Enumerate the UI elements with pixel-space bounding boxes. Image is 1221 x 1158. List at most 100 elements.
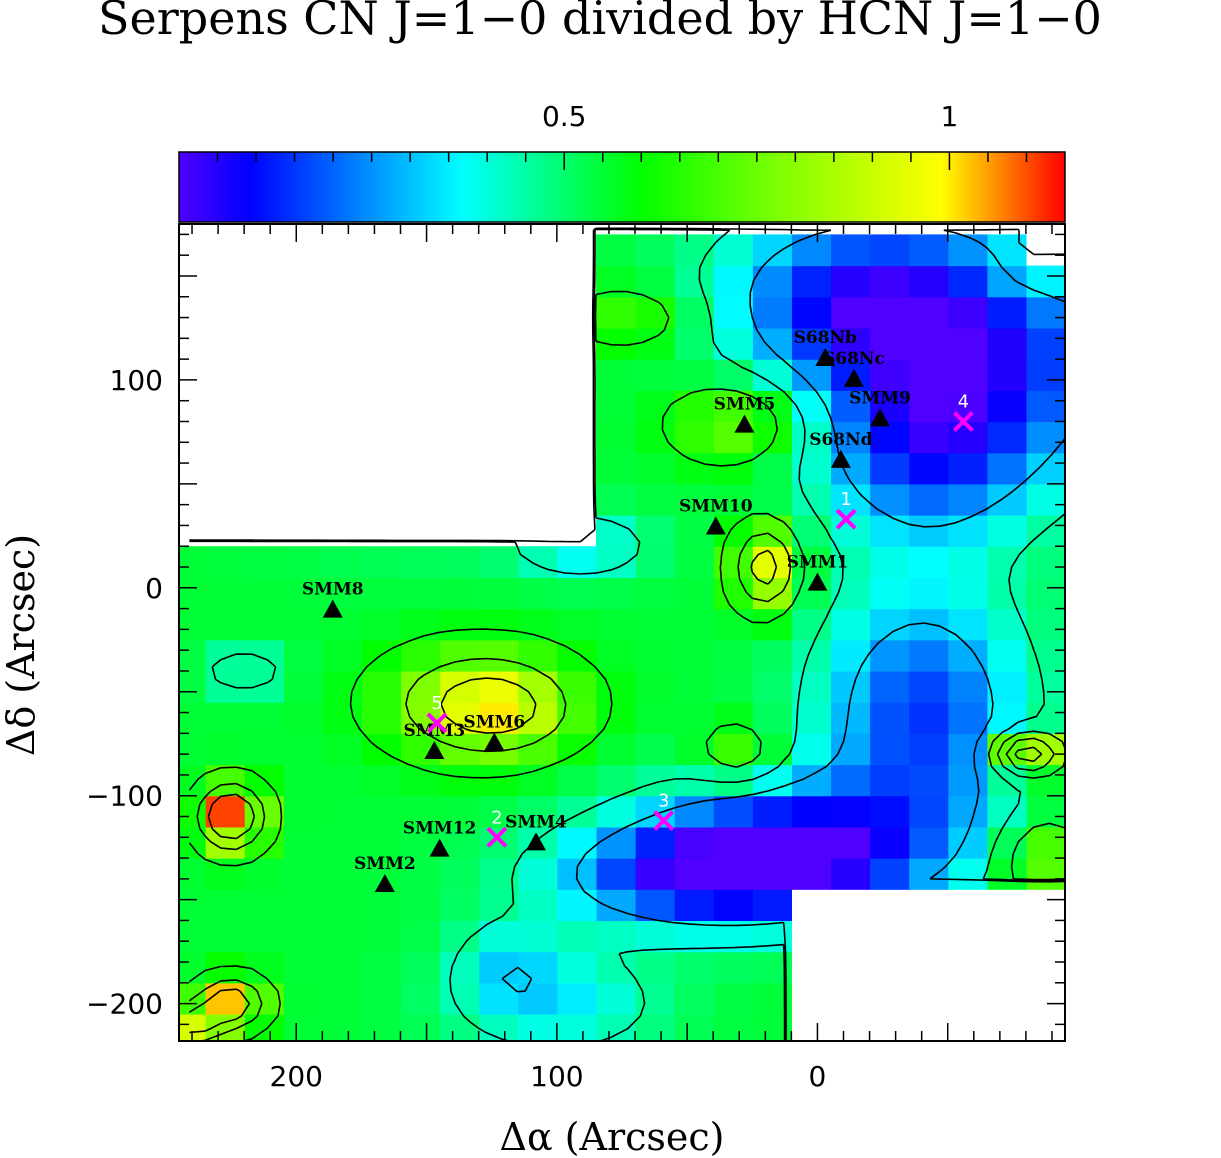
colorbar-tick-label: 1 — [941, 100, 959, 133]
heatmap-cell — [595, 889, 636, 922]
heatmap-cell — [713, 670, 753, 703]
heatmap-cell — [752, 577, 792, 610]
heatmap-cell — [361, 608, 402, 641]
source-triangle — [424, 740, 445, 759]
heatmap-cell — [439, 795, 480, 828]
heatmap-cell — [635, 483, 675, 516]
heatmap-cell — [400, 639, 441, 672]
heatmap-cell — [635, 359, 675, 391]
heatmap-cell — [791, 546, 832, 579]
heatmap-cell — [791, 483, 832, 516]
heatmap-cell — [713, 327, 753, 360]
heatmap-cell — [791, 421, 832, 454]
position-label: 1 — [840, 489, 851, 510]
heatmap-cell — [752, 390, 792, 423]
heatmap-cell — [908, 296, 949, 329]
heatmap-cell — [244, 608, 284, 641]
heatmap-cell — [283, 826, 323, 859]
source-label: S68Nd — [809, 430, 872, 450]
heatmap-cell — [1025, 327, 1065, 360]
source-label: SMM10 — [679, 496, 753, 516]
heatmap-cell — [830, 265, 871, 298]
heatmap-cell — [517, 733, 558, 766]
heatmap-cell — [869, 359, 910, 391]
heatmap-cell — [595, 795, 636, 828]
heatmap-cell — [869, 265, 910, 298]
heatmap-cell — [830, 234, 871, 267]
heatmap-cell — [830, 546, 871, 579]
heatmap-cell — [205, 920, 245, 953]
heatmap-cell — [752, 452, 792, 485]
heatmap-cell — [947, 483, 988, 516]
contour-line — [188, 532, 1055, 1041]
heatmap-cell — [179, 764, 206, 797]
heatmap-cell — [400, 764, 441, 797]
heatmap-cell — [986, 390, 1027, 423]
heatmap-cell — [400, 577, 441, 610]
source-label: SMM12 — [403, 819, 477, 839]
source-triangle — [526, 832, 547, 851]
heatmap-cell — [179, 795, 206, 828]
heatmap-cell — [179, 826, 206, 859]
heatmap-cell — [635, 234, 675, 267]
heatmap-cell — [830, 390, 871, 423]
heatmap-cell — [986, 421, 1027, 454]
heatmap-cell — [635, 327, 675, 360]
heatmap-cell — [478, 702, 519, 734]
heatmap-cell — [713, 733, 753, 766]
heatmap-cell — [635, 577, 675, 610]
heatmap-cell — [205, 889, 245, 922]
heatmap-cell — [478, 546, 519, 579]
heatmap-cell — [322, 795, 363, 828]
heatmap-cell — [986, 639, 1027, 672]
heatmap-cell — [674, 670, 714, 703]
heatmap-cell — [830, 733, 871, 766]
heatmap-cell — [752, 483, 792, 516]
heatmap-cell — [947, 577, 988, 610]
source-triangle — [807, 572, 828, 591]
heatmap-cell — [322, 546, 363, 579]
heatmap-cell — [283, 733, 323, 766]
heatmap-cell — [830, 515, 871, 547]
heatmap-cell — [478, 951, 519, 984]
heatmap-cell — [595, 764, 636, 797]
heatmap-cell — [400, 608, 441, 641]
heatmap-cell — [713, 452, 753, 485]
heatmap-cell — [361, 826, 402, 859]
heatmap-cell — [595, 546, 636, 579]
heatmap-cell — [947, 858, 988, 890]
heatmap-cell — [674, 951, 714, 984]
heatmap-cell — [713, 546, 753, 579]
heatmap-cell — [713, 858, 753, 890]
position-cross — [486, 826, 508, 848]
heatmap-cell — [179, 577, 206, 610]
heatmap-cell — [752, 515, 792, 547]
heatmap-cell — [1025, 858, 1065, 890]
heatmap-cell — [947, 608, 988, 641]
position-label: 4 — [958, 391, 969, 412]
heatmap-cell — [322, 670, 363, 703]
source-label: SMM9 — [849, 388, 911, 408]
heatmap-cell — [635, 452, 675, 485]
heatmap-cell — [556, 982, 597, 1015]
plot-area — [179, 227, 1065, 1041]
heatmap-cell — [674, 327, 714, 360]
x-tick-label: 200 — [270, 1060, 323, 1093]
heatmap-cell — [400, 858, 441, 890]
heatmap-cell — [595, 577, 636, 610]
heatmap-cell — [791, 390, 832, 423]
heatmap-cell — [713, 296, 753, 329]
heatmap-cell — [439, 733, 480, 766]
heatmap-cell — [791, 858, 832, 890]
heatmap-cell — [179, 889, 206, 922]
heatmap-cell — [179, 951, 206, 984]
heatmap-cell — [1025, 546, 1065, 579]
heatmap-cell — [439, 1013, 480, 1041]
heatmap-cell — [713, 795, 753, 828]
heatmap-cell — [400, 795, 441, 828]
heatmap-cell — [283, 951, 323, 984]
contour-line — [188, 549, 1043, 1034]
heatmap-cell — [322, 826, 363, 859]
heatmap-cell — [947, 452, 988, 485]
